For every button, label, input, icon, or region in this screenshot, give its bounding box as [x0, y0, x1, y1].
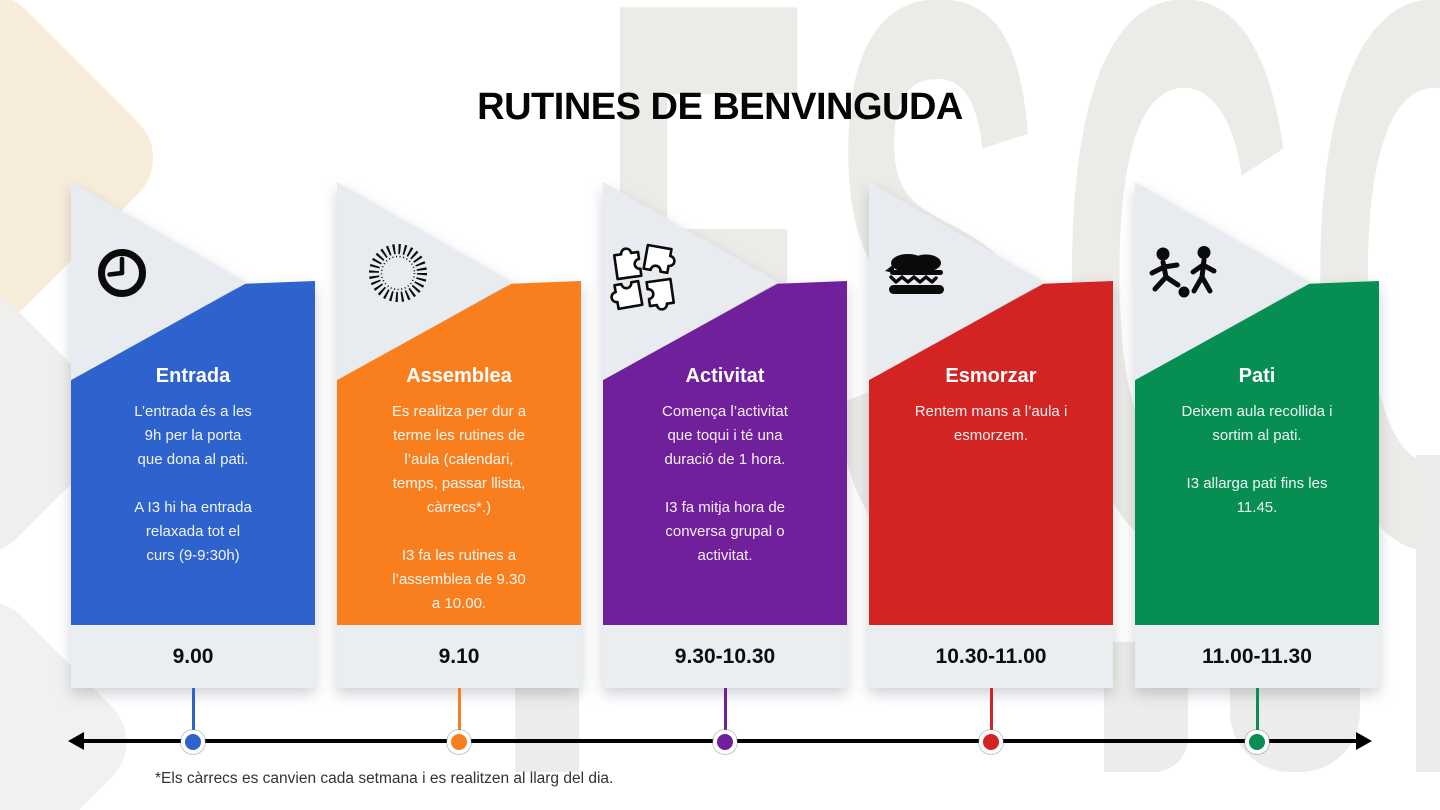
card-description-2: A I3 hi ha entrada relaxada tot el curs … — [134, 499, 252, 564]
timeline-dot — [1249, 734, 1265, 750]
card-time: 9.30-10.30 — [674, 644, 776, 668]
card-title: Pati — [1238, 365, 1276, 387]
timeline-dot — [717, 734, 733, 750]
card-description-1: Rentem mans a l’aula i esmorzem. — [914, 403, 1068, 444]
routine-card-esmorzar: Esmorzar Rentem mans a l’aula i esmorzem… — [869, 180, 1113, 750]
card-description-2: I3 allarga pati fins les 11.45. — [1186, 475, 1328, 516]
card-description-2: I3 fa les rutines a l’assemblea de 9.30 … — [392, 547, 526, 612]
card-time: 10.30-11.00 — [935, 644, 1047, 668]
routine-card-activitat: Activitat Comença l’activitat que toqui … — [603, 180, 847, 750]
routine-cards-row: Entrada L’entrada és a les 9h per la por… — [71, 180, 1379, 750]
routine-card-entrada: Entrada L’entrada és a les 9h per la por… — [71, 180, 315, 750]
watermark-fragment — [1230, 688, 1360, 772]
card-shape: Esmorzar Rentem mans a l’aula i esmorzem… — [869, 180, 1113, 688]
timeline-dot — [185, 734, 201, 750]
children-playing-icon — [1147, 246, 1223, 313]
timeline-connector — [191, 688, 195, 735]
card-description-1: Es realitza per dur a terme les rutines … — [391, 403, 527, 516]
clock-icon — [95, 246, 149, 305]
card-time-strip: 9.00 — [71, 625, 315, 688]
timeline-connector — [723, 688, 727, 735]
timeline-connector — [457, 688, 461, 735]
card-title: Esmorzar — [945, 365, 1037, 387]
card-description-1: Deixem aula recollida i sortim al pati. — [1181, 403, 1333, 444]
card-time-strip: 9.10 — [337, 625, 581, 688]
card-time: 9.00 — [172, 644, 214, 668]
card-time-strip: 11.00-11.30 — [1135, 625, 1379, 688]
card-description-1: Comença l’activitat que toqui i té una d… — [662, 403, 788, 468]
routine-card-pati: Pati Deixem aula recollida i sortim al p… — [1135, 180, 1379, 750]
card-time-strip: 10.30-11.00 — [869, 625, 1113, 688]
card-title: Activitat — [685, 365, 765, 387]
card-title: Entrada — [155, 365, 231, 387]
sandwich-icon — [877, 250, 951, 301]
card-shape: Assemblea Es realitza per dur a terme le… — [337, 180, 581, 688]
page-title: RUTINES DE BENVINGUDA — [477, 86, 963, 128]
card-time-strip: 9.30-10.30 — [603, 625, 847, 688]
timeline-dot — [451, 734, 467, 750]
card-title: Assemblea — [406, 365, 512, 387]
card-time: 9.10 — [438, 644, 480, 668]
timeline-dot — [983, 734, 999, 750]
card-shape: Pati Deixem aula recollida i sortim al p… — [1135, 180, 1379, 688]
routine-card-assemblea: Assemblea Es realitza per dur a terme le… — [337, 180, 581, 750]
watermark-fragment — [1416, 455, 1440, 772]
teamwork-puzzle-hands-icon — [603, 234, 691, 327]
footnote: *Els càrrecs es canvien cada setmana i e… — [155, 770, 614, 787]
assembly-circle-icon — [367, 242, 429, 309]
timeline-connector — [1255, 688, 1259, 735]
card-description-2: I3 fa mitja hora de conversa grupal o ac… — [664, 499, 786, 564]
card-time: 11.00-11.30 — [1202, 644, 1312, 668]
card-description-1: L’entrada és a les 9h per la porta que d… — [134, 403, 252, 468]
timeline-connector — [989, 688, 993, 735]
card-shape: Entrada L’entrada és a les 9h per la por… — [71, 180, 315, 688]
